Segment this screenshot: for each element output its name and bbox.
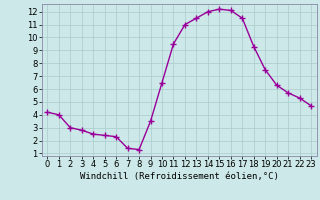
- X-axis label: Windchill (Refroidissement éolien,°C): Windchill (Refroidissement éolien,°C): [80, 172, 279, 181]
